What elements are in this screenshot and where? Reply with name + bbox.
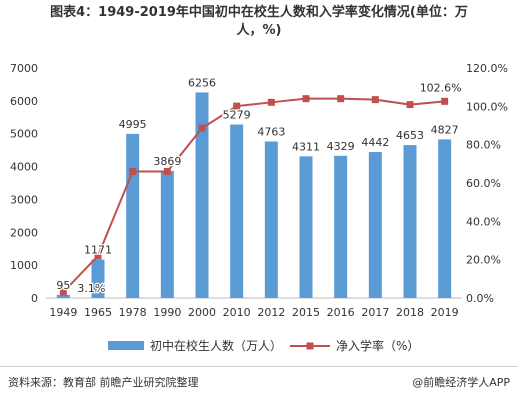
left-axis-tick-label: 2000 [10,226,38,239]
line-point-2019 [441,97,449,105]
brand-credit: @前瞻经济学人APP [412,376,510,389]
right-axis-tick-label: 60.0% [466,177,501,190]
left-axis-tick-label: 6000 [10,95,38,108]
x-tick-label: 2016 [327,306,355,319]
title-line-2: 人，%) [236,23,282,38]
x-tick-label: 1965 [84,306,112,319]
line-value-label: 3.1% [77,282,105,295]
line-point-2017 [371,96,379,104]
bar-1990 [160,170,174,298]
left-axis-tick-label: 3000 [10,193,38,206]
left-axis-tick-label: 0 [31,292,38,305]
x-tick-label: 2018 [396,306,424,319]
bar-value-label: 4653 [396,129,424,142]
bar-value-label: 4311 [292,140,320,153]
x-tick-label: 1990 [153,306,181,319]
right-axis-tick-label: 0.0% [466,292,494,305]
bar-value-label: 3869 [153,155,181,168]
bar-value-label: 1171 [84,244,112,257]
bar-2000 [195,92,209,299]
line-point-2000 [198,124,206,132]
title-line-1: 图表4：1949-2019年中国初中在校生人数和入学率变化情况(单位：万 [50,5,468,20]
bar-2019 [438,139,452,298]
bar-value-label: 4763 [257,126,285,139]
right-axis-tick-label: 20.0% [466,254,501,267]
right-axis-tick-label: 40.0% [466,215,501,228]
legend-line-label: 净入学率（%） [336,338,419,353]
footer-divider [0,366,518,367]
bar-2017 [368,152,382,298]
line-point-1978 [129,168,137,175]
bar-value-label: 6256 [188,76,216,89]
line-point-2010 [233,102,241,110]
bar-value-label: 4442 [361,136,389,149]
bar-value-label: 4329 [327,140,355,153]
line-point-2016 [337,95,345,103]
x-tick-label: 1978 [119,306,147,319]
bar-2012 [264,141,278,298]
source-note: 资料来源：教育部 前瞻产业研究院整理 [8,376,199,389]
x-tick-label: 2000 [188,306,216,319]
enrollment-rate-line [62,97,445,293]
left-axis-tick-label: 4000 [10,161,38,174]
bar-2010 [230,124,244,298]
footer: 资料来源：教育部 前瞻产业研究院整理 @前瞻经济学人APP [8,374,510,390]
left-axis-tick-label: 7000 [10,62,38,75]
bar-2016 [334,155,348,298]
bar-value-label: 4995 [119,118,147,131]
bar-1965 [91,259,105,298]
right-axis-tick-label: 80.0% [466,139,501,152]
x-tick-label: 2019 [431,306,459,319]
line-point-2018 [406,101,414,109]
bar-2018 [403,145,417,298]
x-tick-label: 1949 [49,306,77,319]
line-point-2012 [267,98,275,106]
right-axis-tick-label: 100.0% [466,100,508,113]
bar-value-label: 5279 [223,109,251,122]
bar-value-label: 95 [56,279,70,292]
bar-2015 [299,156,313,298]
legend-bar-swatch [108,341,144,350]
x-tick-label: 2015 [292,306,320,319]
bar-1978 [126,133,140,298]
combo-chart: 0 1000 2000 3000 4000 5000 6000 7000 0.0% 20.0% 40… [10,62,508,353]
left-axis-tick-label: 1000 [10,259,38,272]
line-point-1965 [94,252,102,260]
line-point-1949 [59,288,67,296]
right-axis-tick-label: 120.0% [466,62,508,75]
x-tick-label: 2010 [223,306,251,319]
line-point-2015 [302,95,310,103]
left-axis-tick-label: 5000 [10,128,38,141]
chart-title: 图表4：1949-2019年中国初中在校生人数和入学率变化情况(单位：万 人，%… [0,4,518,40]
line-point-1990 [163,168,171,175]
legend-bar-label: 初中在校生人数（万人） [150,338,282,353]
x-tick-label: 2017 [361,306,389,319]
bar-value-label: 4827 [431,123,459,136]
legend-line-marker [306,342,314,350]
x-tick-label: 2012 [257,306,285,319]
bar-1949 [56,294,70,298]
line-value-label: 102.6% [420,81,462,94]
